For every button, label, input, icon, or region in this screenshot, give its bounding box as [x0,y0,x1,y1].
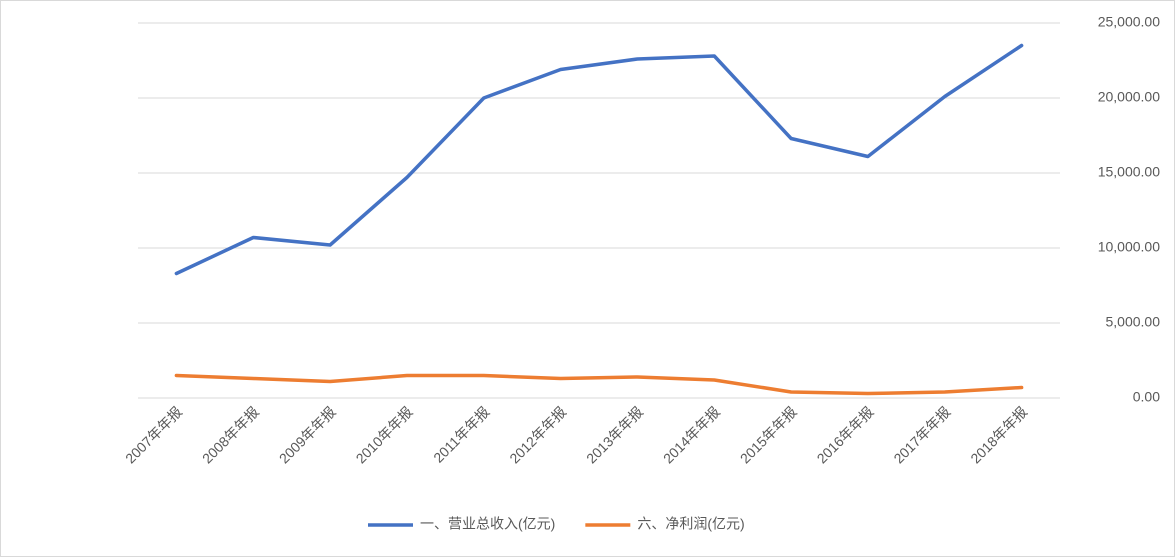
legend-label: 一、营业总收入(亿元) [420,516,555,532]
series-line [174,373,1024,396]
y-tick-label: 15,000.00 [1098,164,1160,180]
y-tick-label: 0.00 [1133,389,1160,405]
legend-label: 六、净利润(亿元) [637,516,744,532]
y-tick-label: 10,000.00 [1098,239,1160,255]
y-tick-label: 25,000.00 [1098,14,1160,30]
y-tick-label: 5,000.00 [1106,314,1161,330]
series-line [174,43,1024,276]
y-tick-label: 20,000.00 [1098,89,1160,105]
